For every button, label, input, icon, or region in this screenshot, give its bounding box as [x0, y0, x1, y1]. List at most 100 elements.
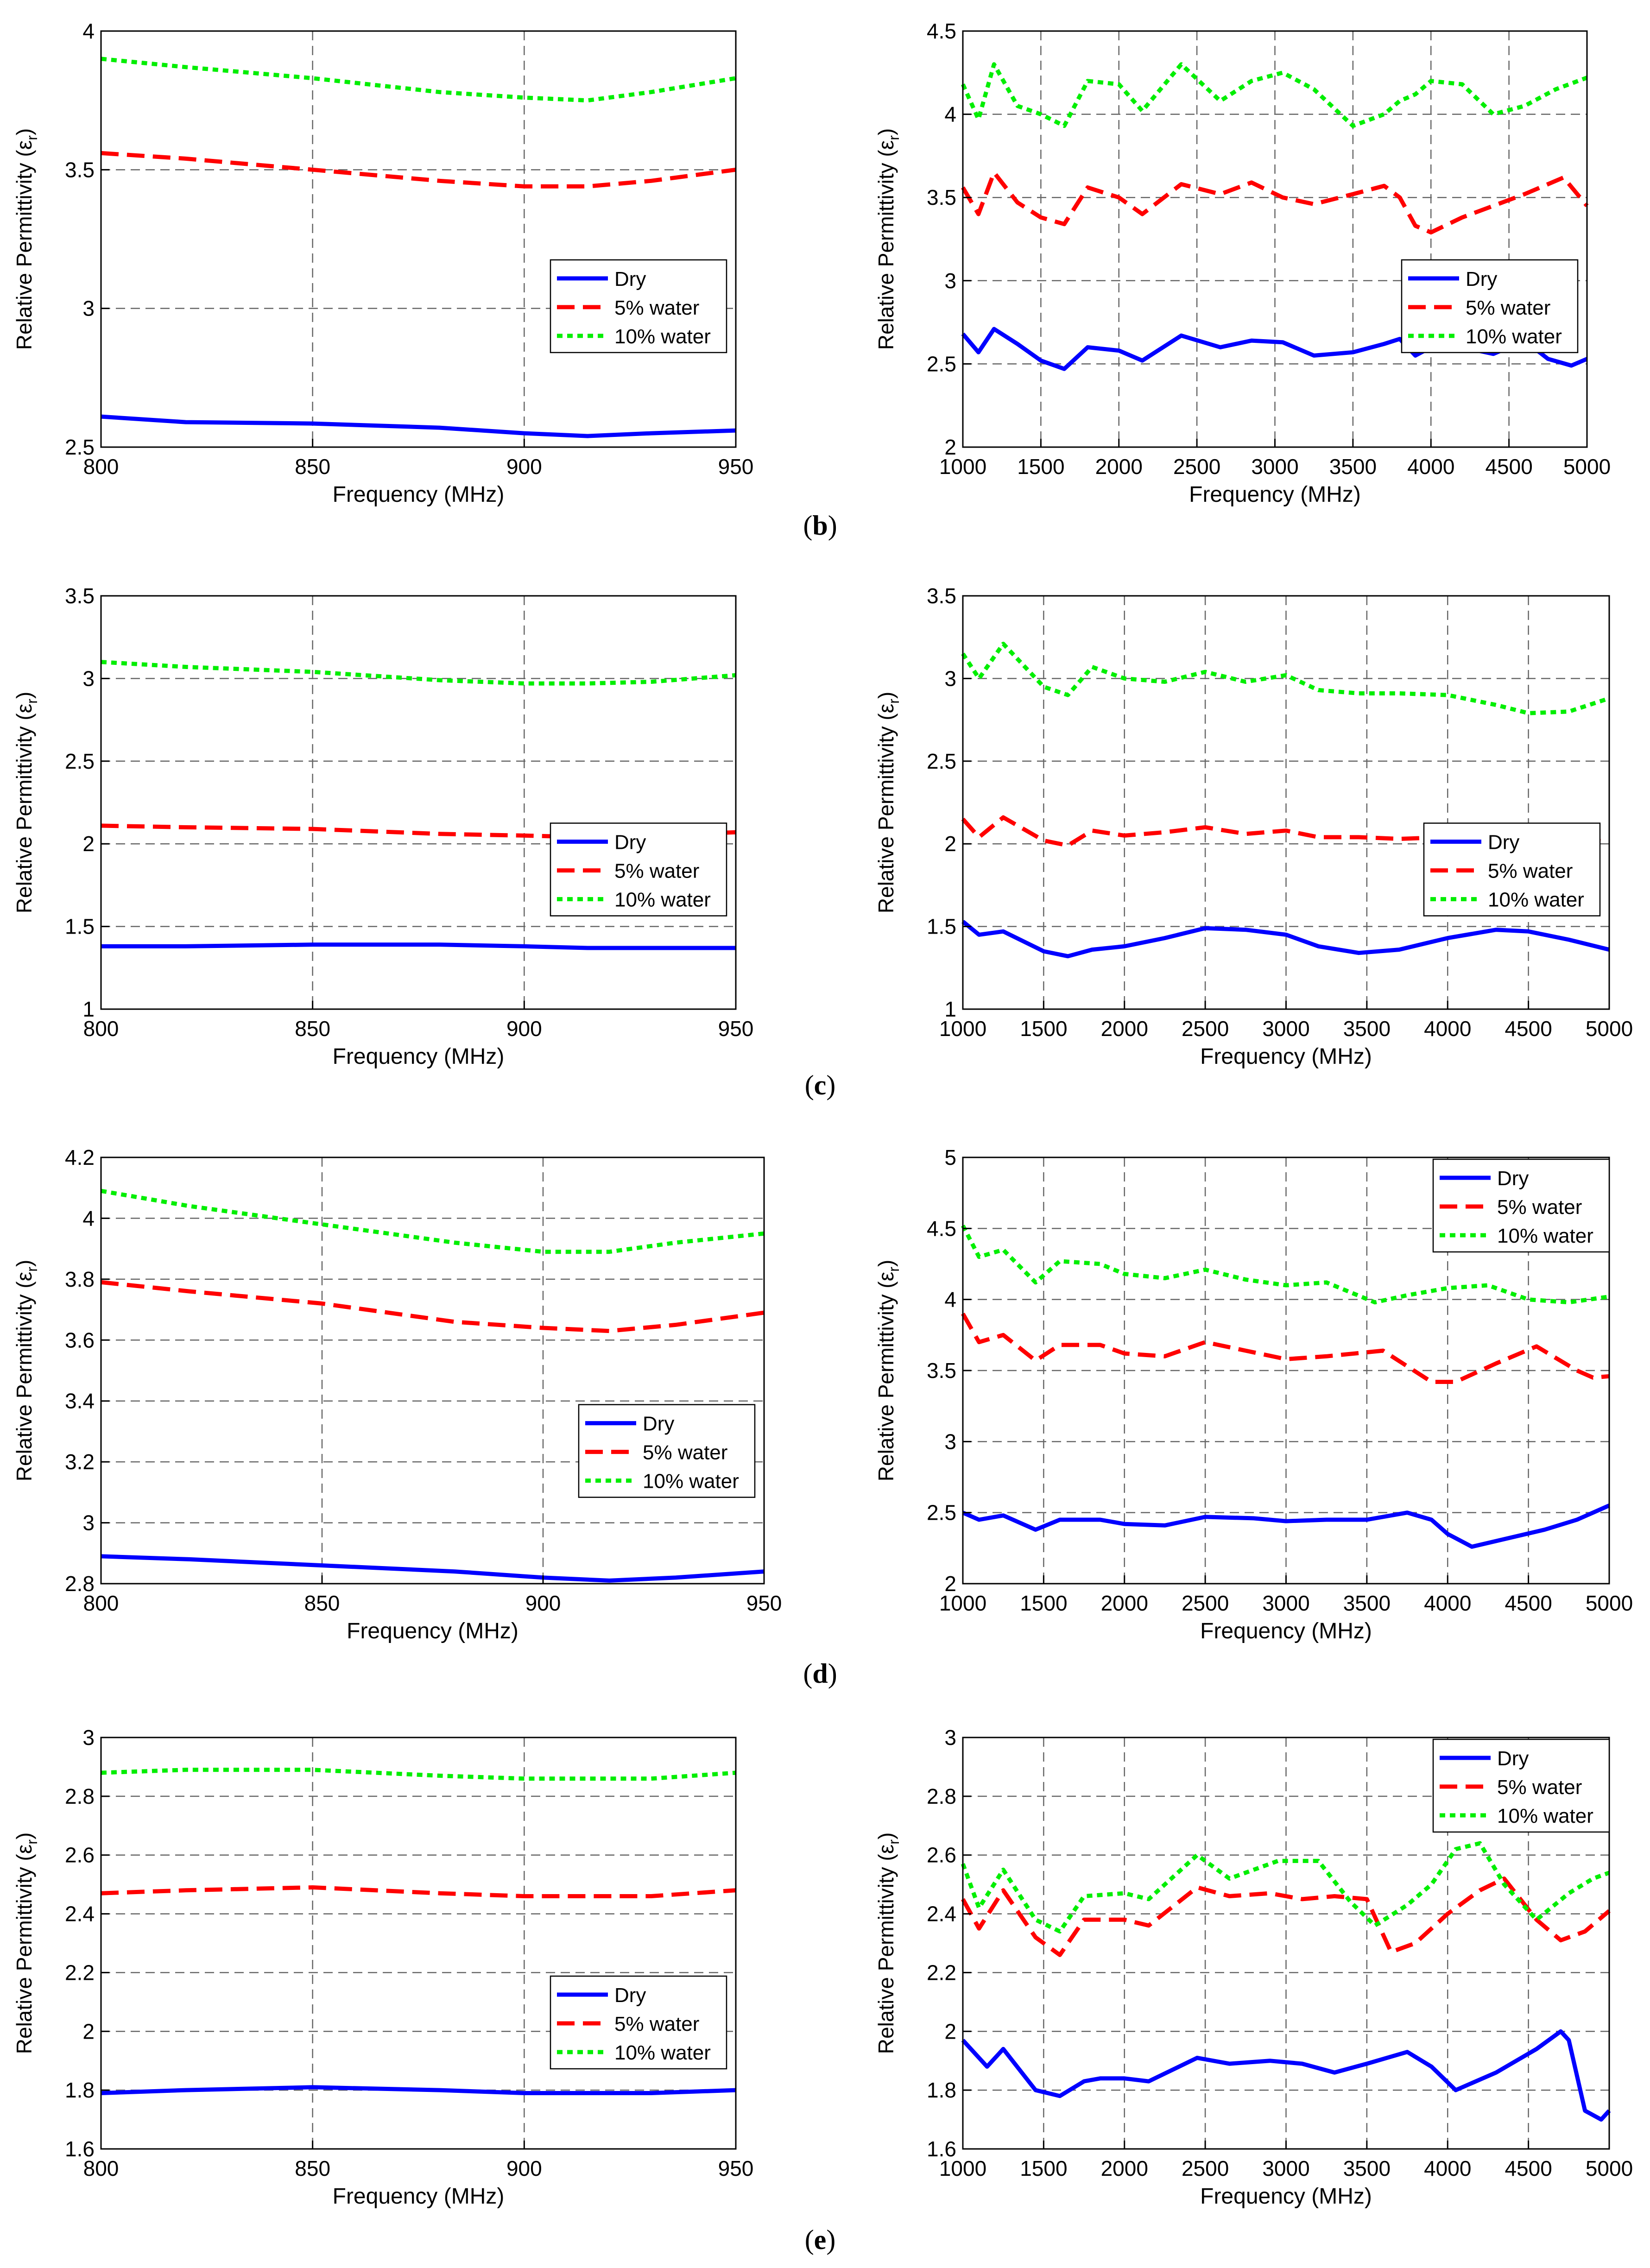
legend-label: 5% water: [1497, 1196, 1582, 1219]
y-tick-label: 1.8: [65, 2078, 95, 2102]
y-tick-label: 2.5: [65, 435, 95, 459]
y-tick-label: 2: [944, 1572, 956, 1596]
legend: Dry 5% water 10% water: [1401, 259, 1579, 354]
x-tick-label: 900: [506, 2156, 542, 2180]
y-tick-label: 3.8: [65, 1267, 95, 1291]
x-tick-label: 5000: [1563, 455, 1611, 479]
x-tick-label: 4000: [1424, 1591, 1471, 1615]
plot-area: [101, 596, 736, 1009]
x-tick-label: 5000: [1586, 1017, 1633, 1041]
series-line-5-water: [961, 1313, 1610, 1384]
x-tick-label: 850: [295, 455, 330, 479]
series-line-10-water: [961, 1225, 1610, 1305]
x-tick-label: 1500: [1020, 1017, 1067, 1041]
y-tick-label: 4.2: [65, 1145, 95, 1169]
series-line-5-water: [101, 823, 736, 840]
legend: Dry 5% water 10% water: [1432, 1158, 1610, 1253]
x-tick-label: 1000: [939, 455, 986, 479]
x-tick-label: 4000: [1424, 1017, 1471, 1041]
y-tick-label: 3: [944, 269, 956, 293]
legend-label: Dry: [1466, 268, 1497, 291]
legend-label: 10% water: [1488, 889, 1584, 911]
series-line-dry: [101, 2085, 736, 2095]
x-tick-label: 1500: [1020, 1591, 1067, 1615]
legend-label: Dry: [614, 1984, 646, 2007]
axes-frame: [100, 595, 737, 1010]
x-tick-label: 3000: [1262, 2156, 1309, 2180]
y-tick-label: 1.5: [65, 915, 95, 939]
x-tick-label: 3500: [1329, 455, 1377, 479]
legend: Dry 5% water 10% water: [1432, 1738, 1610, 1833]
x-tick-label: 2000: [1095, 455, 1143, 479]
series-line-5-water: [961, 1876, 1611, 1957]
x-tick-label: 2000: [1101, 2156, 1148, 2180]
series-line-10-water: [101, 660, 736, 686]
legend-label: 5% water: [1488, 860, 1573, 883]
panel-label-b: (b): [803, 510, 837, 541]
x-tick-label: 1000: [939, 1591, 986, 1615]
y-tick-label: 2.8: [65, 1572, 95, 1596]
y-tick-label: 2.8: [65, 1784, 95, 1808]
x-axis-label: Frequency (MHz): [333, 1044, 505, 1069]
y-tick-label: 3.5: [65, 158, 95, 182]
chart-c-left: 800 850 900 950 1 1.5 2 2.5 3 3.5 Frequency (MHz) R…: [12, 584, 753, 1069]
axes-frame: [100, 30, 737, 448]
y-tick-label: 4: [82, 1206, 95, 1230]
x-tick-label: 2500: [1182, 1591, 1229, 1615]
legend-label: Dry: [614, 831, 646, 854]
x-tick-label: 4500: [1485, 455, 1532, 479]
y-tick-label: 3.5: [927, 1358, 956, 1383]
y-tick-label: 1.5: [927, 915, 956, 939]
y-tick-label: 3.4: [65, 1389, 95, 1413]
y-tick-label: 4: [82, 19, 95, 43]
x-axis-label: Frequency (MHz): [333, 482, 505, 507]
series-line-5-water: [101, 1885, 736, 1898]
y-tick-label: 1.8: [927, 2078, 956, 2102]
series-line-dry: [962, 1504, 1610, 1549]
x-tick-label: 850: [295, 2156, 330, 2180]
legend-label: 10% water: [614, 325, 711, 348]
x-tick-label: 800: [83, 455, 119, 479]
y-tick-label: 3: [82, 1511, 95, 1535]
y-axis-label: Relative Permittivity (εr): [12, 128, 40, 350]
y-tick-label: 2: [944, 435, 956, 459]
legend-label: 5% water: [614, 297, 699, 319]
y-tick-label: 4.5: [927, 1216, 956, 1240]
y-tick-label: 3.5: [65, 584, 95, 608]
x-tick-label: 4000: [1424, 2156, 1471, 2180]
legend-label: Dry: [643, 1413, 674, 1435]
x-tick-label: 1500: [1020, 2156, 1067, 2180]
y-axis-label: Relative Permittivity (εr): [12, 692, 40, 913]
y-tick-label: 2.4: [65, 1902, 95, 1926]
legend-label: 5% water: [614, 860, 699, 883]
panel-label-d: (d): [803, 1658, 837, 1689]
series-line-dry: [961, 920, 1610, 959]
chart-d-right: 1000 1500 2000 2500 3000 3500 4000 4500 5000 2 2.5…: [874, 1145, 1633, 1643]
x-tick-label: 900: [525, 1591, 561, 1615]
legend-label: 10% water: [614, 2041, 711, 2064]
legend-label: Dry: [1488, 831, 1519, 854]
y-axis-label: Relative Permittivity (εr): [12, 1260, 40, 1481]
legend-label: 5% water: [643, 1441, 727, 1464]
plot-area: [101, 1157, 764, 1584]
x-tick-label: 4500: [1505, 1591, 1552, 1615]
y-tick-label: 3: [944, 666, 956, 690]
x-tick-label: 1000: [939, 2156, 986, 2180]
series-line-10-water: [101, 57, 736, 103]
series-line-dry: [101, 414, 736, 438]
series-line-5-water: [961, 170, 1589, 235]
y-tick-label: 1: [82, 997, 95, 1021]
plot-area: [101, 31, 736, 447]
legend: Dry 5% water 10% water: [550, 1975, 727, 2070]
axes-frame: [100, 1737, 737, 2150]
y-tick-label: 2.2: [927, 1960, 956, 1984]
legend-label: 5% water: [1466, 297, 1550, 319]
x-axis-label: Frequency (MHz): [1200, 1044, 1372, 1069]
x-axis-label: Frequency (MHz): [1200, 2184, 1372, 2209]
x-tick-label: 800: [83, 2156, 119, 2180]
x-tick-label: 950: [718, 1017, 754, 1041]
chart-c-right: 1000 1500 2000 2500 3000 3500 4000 4500 5000 1 1.5…: [874, 584, 1633, 1069]
legend: Dry 5% water 10% water: [550, 259, 727, 354]
series-line-10-water: [961, 642, 1610, 715]
